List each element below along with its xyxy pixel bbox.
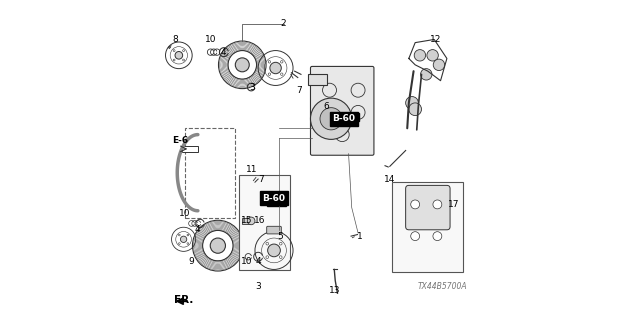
Circle shape [180, 236, 187, 243]
Circle shape [182, 50, 184, 52]
Circle shape [182, 59, 184, 61]
Text: E-6: E-6 [172, 136, 189, 146]
Text: 11: 11 [246, 165, 257, 174]
Text: 10: 10 [205, 35, 216, 44]
Circle shape [320, 108, 342, 130]
Circle shape [280, 73, 283, 76]
Text: 1: 1 [356, 232, 362, 241]
Text: 8: 8 [173, 35, 179, 44]
Text: 4: 4 [195, 225, 201, 234]
Circle shape [173, 50, 175, 52]
Text: 7: 7 [259, 174, 264, 184]
Circle shape [179, 243, 180, 244]
FancyBboxPatch shape [239, 175, 290, 270]
Circle shape [420, 69, 432, 80]
Circle shape [406, 97, 419, 109]
Text: 4: 4 [220, 48, 226, 57]
FancyBboxPatch shape [267, 226, 282, 234]
Circle shape [280, 242, 282, 245]
Circle shape [433, 232, 442, 241]
FancyBboxPatch shape [310, 67, 374, 155]
Circle shape [247, 217, 255, 225]
FancyBboxPatch shape [308, 74, 327, 84]
Circle shape [411, 200, 420, 209]
Text: FR.: FR. [174, 295, 193, 305]
Circle shape [280, 60, 283, 63]
Circle shape [187, 243, 189, 244]
FancyBboxPatch shape [392, 181, 463, 272]
Circle shape [266, 242, 269, 245]
FancyBboxPatch shape [242, 218, 250, 224]
FancyBboxPatch shape [267, 199, 286, 206]
Circle shape [187, 234, 189, 236]
Circle shape [179, 234, 180, 236]
Text: 7: 7 [296, 86, 302, 95]
Circle shape [268, 60, 271, 63]
Circle shape [173, 59, 175, 61]
Circle shape [414, 50, 426, 61]
Circle shape [409, 103, 422, 116]
Text: 6: 6 [323, 101, 329, 111]
Text: B-60: B-60 [332, 114, 355, 123]
Text: B-60: B-60 [262, 194, 285, 203]
Text: 15: 15 [241, 216, 253, 225]
Circle shape [211, 238, 225, 253]
Circle shape [268, 244, 280, 257]
Text: 9: 9 [189, 257, 195, 266]
Circle shape [433, 200, 442, 209]
Text: 5: 5 [278, 232, 284, 241]
Circle shape [411, 232, 420, 241]
Text: 3: 3 [255, 282, 261, 292]
Text: 16: 16 [254, 216, 266, 225]
Circle shape [175, 52, 182, 59]
Text: TX44B5700A: TX44B5700A [417, 282, 467, 292]
FancyBboxPatch shape [182, 146, 198, 152]
Circle shape [433, 59, 445, 70]
Circle shape [236, 58, 249, 72]
FancyBboxPatch shape [406, 185, 450, 230]
Circle shape [310, 98, 352, 140]
Circle shape [268, 73, 271, 76]
Circle shape [270, 62, 282, 74]
Circle shape [280, 256, 282, 259]
Text: 14: 14 [384, 174, 396, 184]
Text: 12: 12 [430, 35, 442, 44]
Text: 4: 4 [255, 257, 261, 266]
Text: 2: 2 [281, 19, 286, 28]
Text: 13: 13 [328, 285, 340, 295]
Circle shape [427, 50, 438, 61]
Text: 3: 3 [249, 83, 255, 92]
FancyBboxPatch shape [337, 113, 359, 121]
Circle shape [266, 256, 269, 259]
Text: 17: 17 [447, 200, 459, 209]
Text: 10: 10 [241, 257, 253, 266]
Text: 10: 10 [179, 209, 191, 219]
